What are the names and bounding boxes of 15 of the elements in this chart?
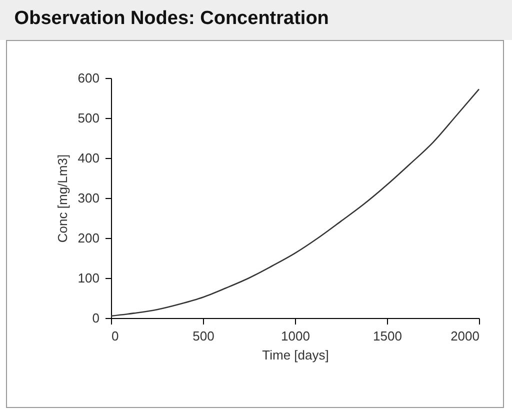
x-tick-label: 2000 [450, 328, 480, 344]
y-tick-label: 200 [78, 230, 100, 246]
y-tick-label: 100 [78, 270, 100, 286]
y-tick-label: 0 [92, 310, 100, 326]
y-tick-label: 600 [78, 70, 100, 86]
x-tick-label: 1000 [281, 328, 310, 344]
y-tick-label: 500 [78, 110, 100, 126]
x-tick-label: 0 [112, 328, 119, 344]
y-tick-label: 300 [78, 190, 100, 206]
x-tick-label: 500 [192, 328, 214, 344]
chart-title: Observation Nodes: Concentration [14, 8, 329, 29]
x-axis-title: Time [days] [262, 348, 329, 362]
y-tick-label: 400 [78, 150, 100, 166]
y-axis-title: Conc [mg/Lm3] [54, 154, 70, 243]
x-tick-label: 1500 [373, 328, 402, 344]
